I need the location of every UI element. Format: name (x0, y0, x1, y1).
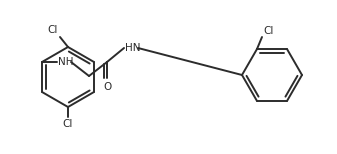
Text: NH: NH (58, 57, 73, 67)
Text: HN: HN (125, 43, 141, 53)
Text: Cl: Cl (48, 25, 58, 35)
Text: O: O (103, 82, 111, 92)
Text: Cl: Cl (63, 119, 73, 129)
Text: Cl: Cl (263, 26, 273, 36)
